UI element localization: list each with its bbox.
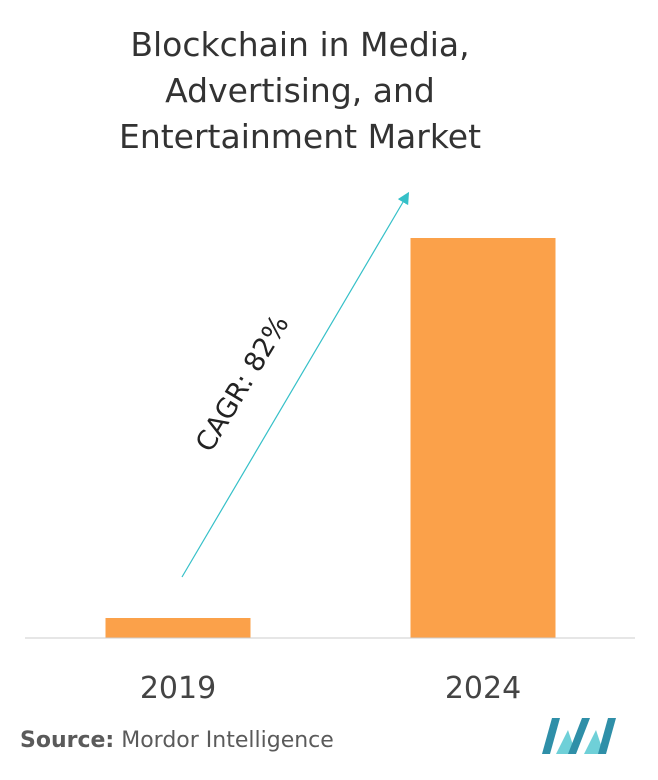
x-tick-label-2019: 2019 — [140, 671, 216, 706]
chart-title-line-3: Entertainment Market — [118, 117, 482, 156]
chart-title-line-1: Blockchain in Media, — [130, 25, 470, 64]
bars-group — [105, 238, 556, 638]
cagr-annotation: CAGR: 82% — [190, 310, 296, 457]
source-footer: Source: Mordor Intelligence — [20, 728, 334, 753]
x-tick-labels: 2019 2024 — [140, 671, 521, 706]
chart-title-line-2: Advertising, and — [165, 71, 435, 110]
chart-title: Blockchain in Media, Advertising, and En… — [60, 22, 540, 160]
bar-2019 — [105, 618, 251, 638]
source-label: Source: — [20, 728, 115, 753]
cagr-arrow — [181, 191, 410, 578]
mordor-intelligence-logo-icon — [542, 718, 616, 754]
bar-2024 — [410, 238, 556, 638]
source-text: Mordor Intelligence — [121, 728, 334, 753]
x-tick-label-2024: 2024 — [445, 671, 521, 706]
